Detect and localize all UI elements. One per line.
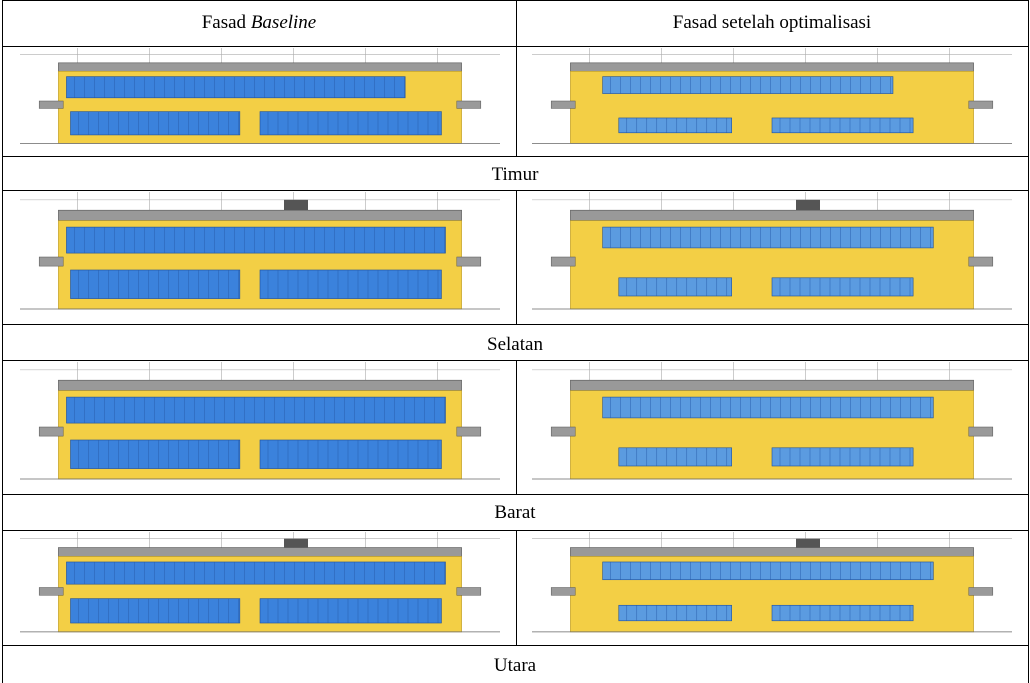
drawing-shape [968, 587, 994, 596]
table-border [516, 0, 517, 156]
facade-drawing [20, 192, 500, 310]
drawing-shape [570, 379, 974, 391]
table-border [2, 156, 1029, 157]
drawing-shape [771, 117, 914, 134]
drawing-shape [58, 379, 462, 391]
drawing-shape [968, 256, 994, 267]
drawing-shape [570, 62, 974, 72]
section-label: Selatan [487, 334, 543, 355]
drawing-shape [70, 111, 241, 136]
table-border [2, 324, 1029, 325]
table-border [2, 360, 1029, 361]
drawing-shape [38, 426, 64, 437]
drawing-shape [968, 100, 994, 109]
drawing-shape [550, 100, 576, 109]
facade-drawing [20, 362, 500, 480]
drawing-shape [58, 62, 462, 72]
drawing-shape [456, 100, 482, 109]
facade-drawing [532, 532, 1012, 633]
drawing-shape [284, 538, 308, 548]
drawing-shape [602, 76, 894, 94]
table-border [2, 0, 1029, 1]
drawing-shape [58, 209, 462, 221]
drawing-shape [259, 598, 442, 624]
drawing-shape [618, 447, 732, 467]
drawing-shape [38, 256, 64, 267]
drawing-shape [66, 226, 446, 254]
table-border [1028, 0, 1029, 683]
drawing-shape [550, 426, 576, 437]
drawing-shape [570, 209, 974, 221]
drawing-shape [456, 587, 482, 596]
drawing-shape [38, 100, 64, 109]
table-border [2, 0, 3, 683]
drawing-shape [602, 396, 934, 419]
header-cell: Fasad setelah optimalisasi [672, 12, 872, 33]
drawing-shape [58, 547, 462, 557]
table-border [2, 494, 1029, 495]
drawing-shape [968, 426, 994, 437]
drawing-shape [771, 604, 914, 622]
drawing-shape [618, 117, 732, 134]
drawing-shape [70, 598, 241, 624]
header-italic: Baseline [250, 12, 317, 33]
table-border [2, 645, 1029, 646]
table-border [516, 360, 517, 494]
drawing-shape [66, 76, 406, 99]
drawing-shape [456, 426, 482, 437]
drawing-shape [602, 561, 934, 581]
section-label: Utara [493, 655, 537, 676]
facade-drawing [532, 48, 1012, 144]
drawing-shape [259, 269, 442, 299]
drawing-shape [771, 447, 914, 467]
drawing-shape [550, 587, 576, 596]
table-border [516, 190, 517, 324]
drawing-shape [259, 111, 442, 136]
drawing-shape [66, 396, 446, 424]
facade-drawing [532, 192, 1012, 310]
header-cell: Fasad Baseline [2, 12, 516, 34]
table-border [2, 46, 1029, 47]
facade-drawing [20, 48, 500, 144]
drawing-shape [284, 199, 308, 211]
drawing-shape [456, 256, 482, 267]
facade-drawing [532, 362, 1012, 480]
table-border [516, 530, 517, 645]
table-border [2, 530, 1029, 531]
header-text: Fasad [201, 12, 247, 33]
drawing-shape [796, 199, 820, 211]
table-border [2, 190, 1029, 191]
section-label: Timur [491, 164, 539, 185]
drawing-shape [70, 269, 241, 299]
drawing-shape [618, 604, 732, 622]
drawing-shape [570, 547, 974, 557]
drawing-shape [259, 439, 442, 469]
section-label: Barat [494, 502, 536, 523]
drawing-shape [602, 226, 934, 249]
drawing-shape [550, 256, 576, 267]
drawing-shape [771, 277, 914, 297]
drawing-shape [618, 277, 732, 297]
facade-drawing [20, 532, 500, 633]
drawing-shape [38, 587, 64, 596]
drawing-shape [66, 561, 446, 585]
drawing-shape [796, 538, 820, 548]
drawing-shape [70, 439, 241, 469]
